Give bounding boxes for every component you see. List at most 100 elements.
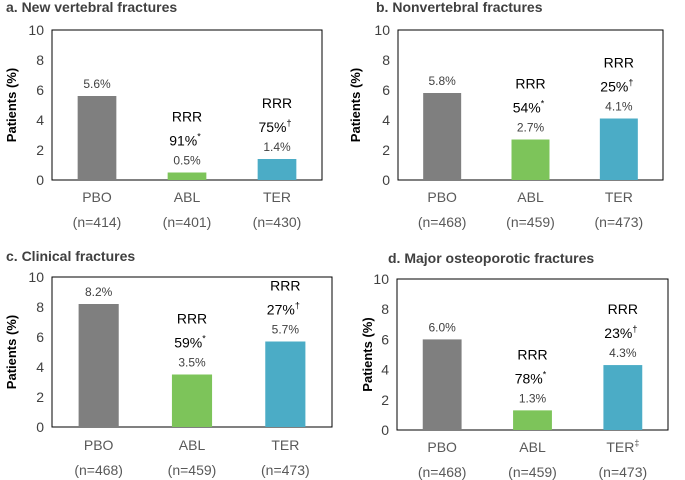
y-tick-label: 2	[36, 142, 44, 158]
y-tick-label: 10	[28, 22, 44, 38]
rrr-percent: 23%	[604, 325, 632, 341]
chart-panel-1: a. New vertebral fractures 0 2 4 6 8 10 Patient…	[4, 0, 323, 230]
significance-mark: †	[295, 301, 300, 311]
category-name: TER	[605, 189, 633, 205]
rrr-value: 27%†	[267, 301, 300, 318]
rrr-percent: 75%	[258, 119, 286, 135]
category-name: ABL	[519, 439, 546, 455]
significance-mark: *	[541, 99, 545, 109]
y-tick-label: 2	[36, 389, 44, 405]
rrr-label: RRR	[515, 76, 545, 92]
chart-panel-4: d. Major osteoporotic fractures 0 2 4 6 8 10 Pa…	[360, 250, 669, 480]
bar-ter	[603, 365, 643, 430]
rrr-label: RRR	[172, 109, 202, 125]
y-axis-label: Patients (%)	[4, 315, 19, 389]
category-n: (n=473)	[599, 464, 648, 480]
y-axis-label: Patients (%)	[4, 68, 19, 142]
y-tick-label: 8	[381, 301, 389, 317]
category-n: (n=459)	[168, 462, 217, 478]
category-name: TER	[606, 439, 634, 455]
y-tick-label: 0	[382, 172, 390, 188]
panel-title: b. Nonvertebral fractures	[376, 0, 543, 15]
rrr-value: 91%*	[169, 132, 201, 149]
value-label: 1.3%	[519, 391, 547, 405]
category-label: TER	[263, 189, 291, 205]
y-tick-label: 4	[381, 362, 389, 378]
category-n: (n=473)	[261, 462, 310, 478]
y-axis-label: Patients (%)	[360, 317, 375, 391]
category-n: (n=473)	[595, 214, 644, 230]
category-name: TER	[263, 189, 291, 205]
y-tick-label: 8	[382, 52, 390, 68]
value-label: 0.5%	[173, 154, 201, 168]
category-name: PBO	[82, 189, 112, 205]
rrr-label: RRR	[604, 55, 634, 71]
rrr-percent: 54%	[513, 100, 541, 116]
rrr-label: RRR	[517, 346, 547, 362]
y-axis-label: Patients (%)	[348, 68, 363, 142]
category-name: ABL	[174, 189, 201, 205]
bar-pbo	[78, 304, 119, 427]
value-label: 1.4%	[263, 140, 291, 154]
y-tick-label: 6	[381, 331, 389, 347]
rrr-label: RRR	[270, 278, 300, 294]
bar-pbo	[423, 93, 462, 180]
category-name: ABL	[517, 189, 544, 205]
bar-ter	[599, 118, 638, 180]
y-tick-label: 10	[28, 269, 44, 285]
category-n: (n=430)	[253, 214, 302, 230]
significance-mark: *	[543, 369, 547, 379]
y-tick-label: 10	[373, 271, 389, 287]
category-n: (n=401)	[163, 214, 212, 230]
significance-mark: *	[202, 334, 206, 344]
category-label: PBO	[82, 189, 112, 205]
y-tick-label: 8	[36, 52, 44, 68]
category-n: (n=468)	[74, 462, 123, 478]
category-label: PBO	[84, 437, 114, 453]
y-tick-label: 4	[36, 359, 44, 375]
y-tick-label: 2	[381, 392, 389, 408]
y-tick-label: 6	[36, 329, 44, 345]
y-tick-label: 6	[382, 82, 390, 98]
y-tick-label: 0	[36, 419, 44, 435]
panel-title: c. Clinical fractures	[6, 248, 135, 264]
bar-abl	[511, 139, 550, 180]
rrr-value: 78%*	[515, 369, 547, 386]
rrr-percent: 59%	[174, 335, 202, 351]
category-name: PBO	[427, 439, 457, 455]
rrr-percent: 91%	[169, 133, 197, 149]
value-label: 4.1%	[605, 100, 633, 114]
y-tick-label: 4	[36, 112, 44, 128]
bar-abl	[513, 410, 552, 430]
value-label: 5.7%	[272, 323, 300, 337]
bar-ter	[265, 341, 306, 427]
category-n: (n=414)	[73, 214, 122, 230]
bar-pbo	[422, 339, 462, 430]
category-n: (n=468)	[418, 464, 467, 480]
y-tick-label: 0	[36, 172, 44, 188]
rrr-value: 23%†	[604, 324, 637, 341]
category-label: ABL	[517, 189, 544, 205]
category-label: ABL	[179, 437, 206, 453]
value-label: 2.7%	[517, 121, 545, 135]
category-n: (n=459)	[506, 214, 555, 230]
category-n: (n=459)	[508, 464, 557, 480]
category-label: TER	[605, 189, 633, 205]
rrr-value: 25%†	[600, 78, 633, 95]
rrr-label: RRR	[177, 311, 207, 327]
category-n: (n=468)	[418, 214, 467, 230]
category-name: PBO	[84, 437, 114, 453]
y-tick-label: 10	[374, 22, 390, 38]
category-name: ABL	[179, 437, 206, 453]
category-label: ABL	[174, 189, 201, 205]
significance-mark: †	[287, 118, 292, 128]
panel-title: a. New vertebral fractures	[6, 0, 177, 15]
bar-abl	[171, 374, 213, 427]
y-tick-label: 4	[382, 112, 390, 128]
category-mark: ‡	[634, 438, 639, 448]
category-label: ABL	[519, 439, 546, 455]
chart-panel-3: c. Clinical fractures 0 2 4 6 8 10 Patients (%)…	[4, 248, 333, 478]
rrr-value: 54%*	[513, 99, 545, 116]
value-label: 5.8%	[428, 74, 456, 88]
